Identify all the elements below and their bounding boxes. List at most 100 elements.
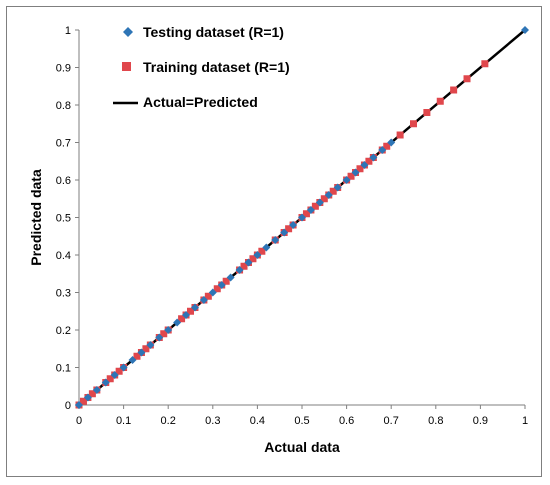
y-axis-title: Predicted data [28, 169, 44, 266]
testing-point [262, 243, 271, 252]
y-tick-label: 0.3 [56, 288, 71, 300]
testing-point [369, 153, 378, 162]
testing-point [235, 266, 244, 274]
x-tick-label: 0 [76, 415, 82, 427]
legend-testing-marker [123, 27, 133, 37]
y-tick-label: 0.7 [56, 138, 71, 150]
y-tick-label: 0.9 [56, 63, 71, 75]
testing-point [101, 378, 110, 387]
training-point [133, 352, 141, 360]
x-tick-label: 0.6 [339, 415, 354, 427]
testing-points-layer [75, 26, 529, 409]
x-tick-label: 0.5 [294, 415, 309, 427]
testing-point [173, 318, 182, 327]
y-tick-label: 0.4 [56, 250, 71, 262]
testing-point [226, 273, 235, 282]
training-point [88, 390, 96, 398]
training-point [450, 86, 458, 94]
training-points-layer [75, 60, 489, 409]
training-point [115, 367, 123, 375]
testing-point [351, 168, 360, 177]
training-point [365, 157, 373, 165]
training-point [320, 195, 328, 203]
y-tick-label: 0.1 [56, 363, 71, 375]
testing-point [289, 221, 298, 229]
testing-point [271, 236, 280, 244]
testing-point [378, 146, 387, 154]
testing-point [92, 386, 101, 394]
testing-point [387, 138, 396, 147]
training-point [213, 285, 221, 293]
training-point [240, 262, 248, 270]
testing-point [306, 206, 315, 214]
training-point [410, 120, 417, 128]
training-point [463, 75, 471, 83]
legend-training-marker [122, 62, 131, 71]
x-tick-label: 0.8 [428, 415, 443, 427]
x-tick-label: 1 [522, 415, 528, 427]
testing-point [360, 161, 369, 169]
training-point [204, 292, 212, 300]
y-tick-label: 0.8 [56, 100, 71, 112]
x-tick-label: 0.9 [473, 415, 488, 427]
training-point [106, 375, 114, 383]
training-point [347, 172, 355, 180]
testing-point [75, 401, 83, 409]
testing-point [521, 26, 529, 34]
training-point [396, 131, 404, 139]
training-point [285, 225, 293, 233]
training-point [383, 142, 391, 150]
training-point [249, 255, 257, 263]
testing-point [315, 198, 324, 207]
axes [75, 29, 526, 409]
x-tick-label: 0.3 [205, 415, 220, 427]
tick-labels: 0 0.1 0.2 0.3 0.4 0.5 0.6 0.7 0.8 0.9 1 0 0.1 0.2 0.3 0… [56, 25, 528, 427]
y-tick-label: 1 [65, 25, 71, 37]
training-point [142, 345, 150, 353]
training-point [329, 187, 337, 195]
x-tick-label: 0.4 [250, 415, 265, 427]
y-tick-label: 0.2 [56, 325, 71, 337]
y-tick-label: 0.5 [56, 213, 71, 225]
training-point [436, 97, 444, 105]
testing-point [342, 176, 351, 184]
training-point [187, 307, 194, 315]
testing-point [298, 213, 306, 222]
training-point [481, 60, 489, 68]
legend-training-label: Training dataset (R=1) [143, 59, 290, 75]
testing-point [128, 356, 137, 364]
testing-point [155, 333, 164, 342]
training-point [423, 109, 431, 116]
training-point [311, 202, 319, 210]
training-point [178, 315, 186, 323]
training-point [258, 247, 266, 255]
legend: Testing dataset (R=1) Training dataset (R… [113, 24, 290, 110]
testing-point [83, 393, 92, 402]
training-point [302, 210, 310, 218]
legend-testing-label: Testing dataset (R=1) [143, 24, 284, 40]
testing-point [217, 281, 226, 289]
testing-point [137, 348, 146, 357]
legend-line-label: Actual=Predicted [143, 94, 258, 110]
testing-point [164, 326, 173, 334]
y-tick-label: 0 [65, 400, 71, 412]
testing-point [182, 311, 191, 319]
testing-point [110, 371, 119, 379]
x-tick-label: 0.1 [116, 415, 131, 427]
testing-point [244, 258, 253, 267]
testing-point [280, 228, 289, 237]
y-tick-label: 0.6 [56, 175, 71, 187]
training-point [160, 330, 168, 338]
testing-point [119, 363, 128, 372]
training-point [222, 277, 230, 285]
x-axis-title: Actual data [264, 439, 340, 455]
testing-point [199, 296, 208, 304]
training-point [356, 165, 364, 173]
testing-point [190, 303, 199, 312]
testing-point [208, 288, 217, 297]
testing-point [324, 191, 333, 199]
x-tick-label: 0.2 [161, 415, 176, 427]
training-point [79, 397, 87, 405]
testing-point [146, 341, 155, 349]
